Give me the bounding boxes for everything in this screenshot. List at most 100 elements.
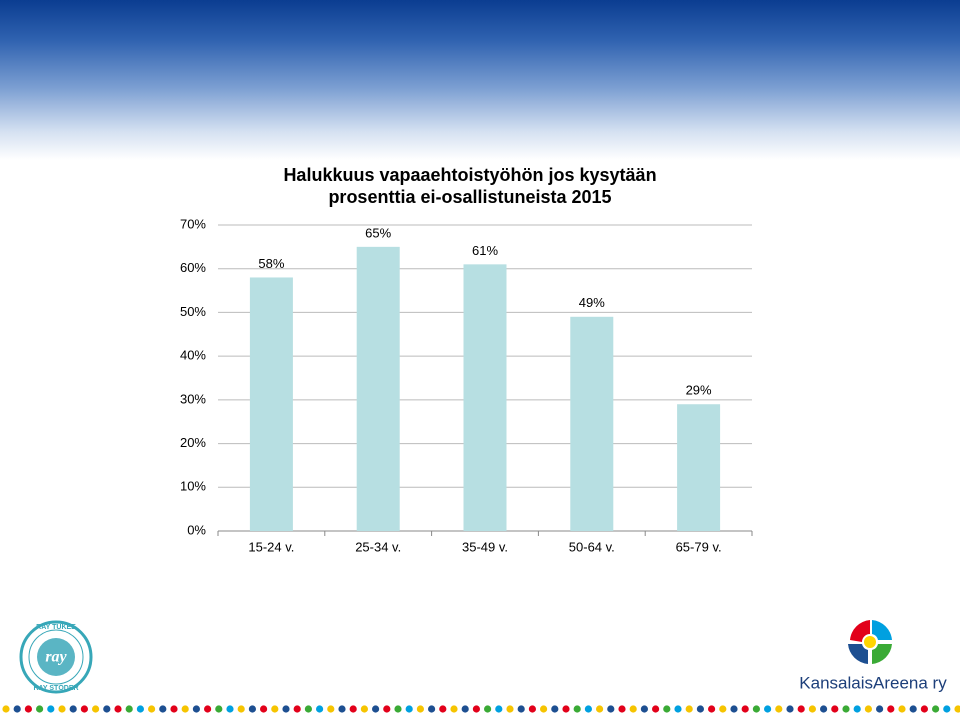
x-tick-label: 25-34 v. <box>355 539 401 554</box>
decor-dot <box>808 705 817 713</box>
decor-dot <box>898 705 906 713</box>
decor-dot <box>80 705 88 713</box>
y-tick-label: 50% <box>180 304 206 319</box>
decor-dot <box>506 705 514 713</box>
decor-dot <box>920 705 929 713</box>
decor-dot <box>741 705 749 713</box>
decor-dot <box>876 705 884 713</box>
decor-dot <box>484 705 492 713</box>
decor-dot <box>932 705 940 713</box>
decor-dot <box>271 705 279 713</box>
decor-dot <box>394 705 402 713</box>
decor-dot <box>349 705 357 713</box>
decor-dot <box>103 705 111 713</box>
decor-dot <box>864 705 873 713</box>
value-label: 65% <box>365 225 391 240</box>
value-label: 49% <box>579 295 605 310</box>
decor-dot <box>528 705 537 713</box>
decor-dot <box>618 705 626 713</box>
decor-dot <box>573 705 581 713</box>
decor-dot <box>909 705 917 713</box>
decor-dot <box>136 705 144 713</box>
x-tick-label: 50-64 v. <box>569 539 615 554</box>
decor-dot <box>338 705 346 713</box>
y-tick-label: 30% <box>180 391 206 406</box>
decor-dot <box>663 705 671 713</box>
decor-dot <box>92 705 100 713</box>
decor-dot <box>405 705 413 713</box>
y-tick-label: 60% <box>180 260 206 275</box>
decor-dot <box>708 705 716 713</box>
decor-dot <box>192 705 200 713</box>
bar <box>356 246 400 531</box>
decor-dot <box>696 705 705 713</box>
decor-dot <box>954 705 960 713</box>
x-tick-label: 15-24 v. <box>248 539 294 554</box>
y-tick-label: 10% <box>180 479 206 494</box>
value-label: 61% <box>472 243 498 258</box>
decor-dot <box>719 705 727 713</box>
bar <box>677 404 721 531</box>
decor-dot <box>204 705 212 713</box>
y-tick-label: 0% <box>187 522 206 537</box>
decor-dot <box>517 705 525 713</box>
decor-dot <box>226 705 234 713</box>
decor-dot <box>674 705 682 713</box>
decor-dot <box>148 705 156 713</box>
decor-dot <box>13 705 21 713</box>
decor-dot <box>685 705 693 713</box>
decor-dot <box>36 705 44 713</box>
decor-dot <box>943 705 951 713</box>
decor-dot <box>24 705 32 713</box>
decor-dot <box>730 705 738 713</box>
decor-dot <box>260 705 268 713</box>
y-tick-label: 70% <box>180 216 206 231</box>
decor-dot <box>596 705 604 713</box>
kansalaisareena-logo: KansalaisAreena ry <box>799 620 947 692</box>
bar <box>249 277 293 531</box>
decor-dot <box>69 705 77 713</box>
decor-dot <box>2 705 10 713</box>
bar <box>463 264 507 531</box>
decor-dot <box>428 705 436 713</box>
decor-dot <box>853 705 861 713</box>
decor-dot <box>887 705 895 713</box>
decor-dot <box>360 705 368 713</box>
decor-dot <box>125 705 133 713</box>
decor-dot <box>439 705 447 713</box>
value-label: 58% <box>258 256 284 271</box>
decor-dot <box>797 705 805 713</box>
decor-dot <box>652 705 660 713</box>
decor-dot <box>540 705 548 713</box>
decor-dot <box>293 705 301 713</box>
header-band <box>0 0 960 160</box>
decor-dot <box>114 705 122 713</box>
decor-dot <box>640 705 649 713</box>
decor-dot <box>304 705 312 713</box>
decor-dot <box>282 705 290 713</box>
decor-dot <box>316 705 324 713</box>
decor-dot <box>764 705 772 713</box>
decor-dot <box>842 705 850 713</box>
decor-dot <box>237 705 245 713</box>
decor-dot <box>248 705 256 713</box>
decor-dot <box>215 705 223 713</box>
logo-text: RAY TUKEE <box>36 624 76 631</box>
decor-dot <box>170 705 178 713</box>
decor-dot <box>372 705 380 713</box>
decor-dot <box>752 705 761 713</box>
chart-title: Halukkuus vapaaehtoistyöhön jos kysytään… <box>283 165 657 207</box>
decor-dot <box>551 705 559 713</box>
value-label: 29% <box>686 383 712 398</box>
decor-dot <box>181 705 189 713</box>
decor-dot <box>786 705 794 713</box>
ray-logo: RAY TUKEE RAY STÖDER ray <box>19 620 93 694</box>
decor-dot <box>327 705 335 713</box>
decor-dot <box>607 705 615 713</box>
decor-dot <box>775 705 783 713</box>
decor-dot <box>562 705 570 713</box>
decor-dot <box>461 705 469 713</box>
decor-dot <box>416 705 424 713</box>
